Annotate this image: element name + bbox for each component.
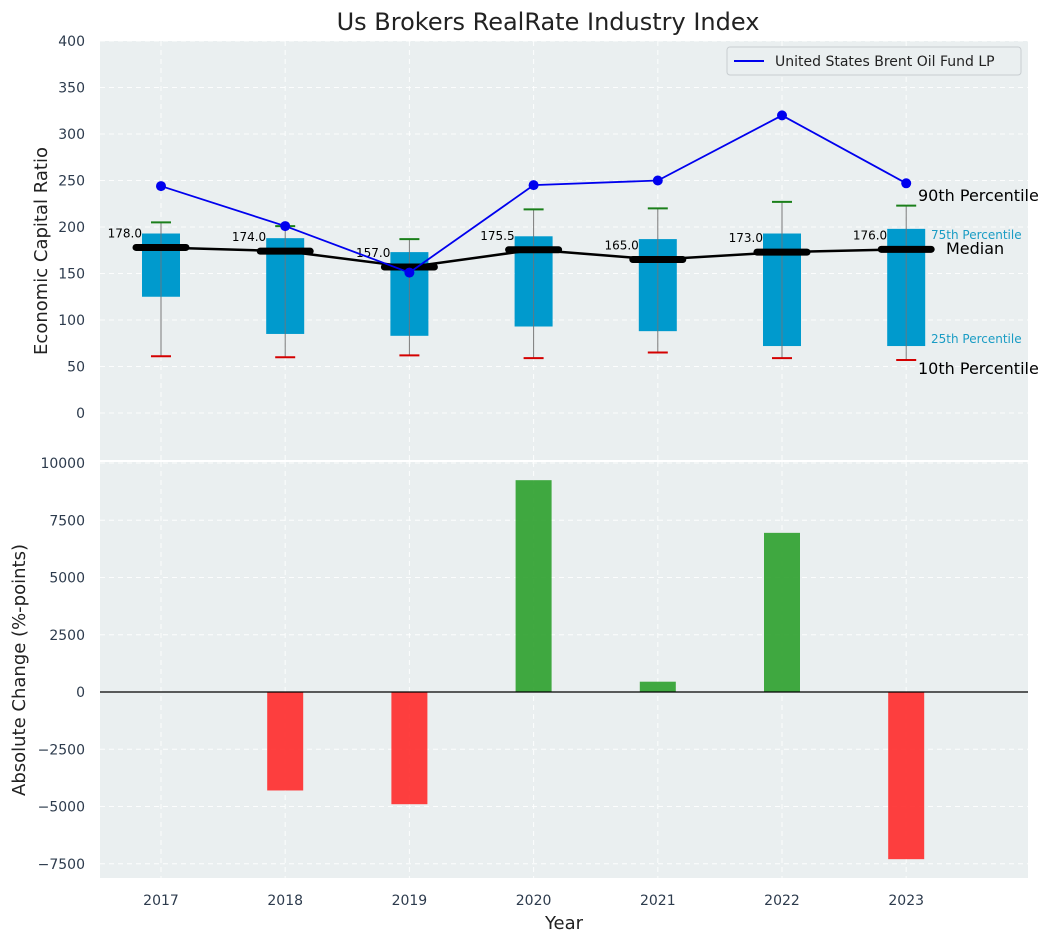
median-value-label: 176.0 <box>853 228 887 242</box>
change-bar <box>391 692 428 805</box>
fund-series-point <box>280 221 291 232</box>
fund-series-point <box>777 110 787 121</box>
fund-series-point <box>156 181 166 192</box>
bottom-y-tick-label: 5000 <box>49 571 85 587</box>
change-bar <box>639 681 676 692</box>
top-y-tick-label: 300 <box>58 127 85 143</box>
top-y-tick-label: 400 <box>58 34 85 50</box>
top-y-axis-label: Economic Capital Ratio <box>31 147 52 355</box>
x-axis-label: Year <box>544 913 584 934</box>
top-y-tick-label: 350 <box>58 81 85 97</box>
median-annotation: Median <box>946 239 1004 258</box>
x-ticks: 2017 2018 2019 2020 2021 2022 2023 <box>143 893 924 909</box>
median-value-label: 178.0 <box>108 226 142 240</box>
bottom-y-tick-label: 7500 <box>49 513 85 529</box>
top-y-tick-label: 100 <box>58 313 85 329</box>
fund-series-point <box>528 180 539 191</box>
median-line-group: 178.0 174.0 157.0 175.5 165.0 173.0 176.0 <box>108 226 935 271</box>
median-value-label: 165.0 <box>604 239 638 253</box>
x-tick-label: 2019 <box>392 893 428 909</box>
x-tick-label: 2021 <box>640 893 676 909</box>
change-bars <box>267 480 925 860</box>
bottom-y-ticks: −7500 −5000 −2500 0 2500 5000 7500 10000 <box>38 456 85 873</box>
median-value-label: 157.0 <box>356 246 390 260</box>
bottom-y-tick-label: 2500 <box>49 628 85 644</box>
top-y-tick-label: 200 <box>58 220 85 236</box>
chart-title: Us Brokers RealRate Industry Index <box>337 8 760 36</box>
bottom-y-tick-label: −2500 <box>38 742 85 758</box>
p75-annotation: 75th Percentile <box>931 228 1022 242</box>
x-tick-label: 2017 <box>143 893 179 909</box>
bottom-y-axis-label: Absolute Change (%-points) <box>9 544 30 796</box>
p25-annotation: 25th Percentile <box>931 332 1022 346</box>
p90-annotation: 90th Percentile <box>918 186 1039 205</box>
x-tick-label: 2023 <box>888 893 924 909</box>
box-plots <box>142 200 926 361</box>
fund-line-group <box>156 110 912 278</box>
fund-series-point <box>404 267 415 278</box>
bottom-y-tick-label: 10000 <box>40 456 85 472</box>
x-tick-label: 2022 <box>764 893 800 909</box>
bottom-y-tick-label: 0 <box>76 685 85 701</box>
change-bar <box>515 480 552 692</box>
top-y-tick-label: 150 <box>58 267 85 283</box>
legend: United States Brent Oil Fund LP <box>726 46 1022 76</box>
change-bar <box>267 692 304 791</box>
top-y-tick-label: 50 <box>67 360 85 376</box>
top-y-tick-label: 250 <box>58 174 85 190</box>
median-value-label: 174.0 <box>232 230 266 244</box>
fund-series-point <box>652 175 663 186</box>
top-y-ticks: 0 50 100 150 200 250 300 350 400 <box>58 34 85 422</box>
top-y-tick-label: 0 <box>76 406 85 422</box>
median-value-label: 175.5 <box>480 229 514 243</box>
bottom-y-tick-label: −5000 <box>38 800 85 816</box>
legend-box <box>726 46 1022 76</box>
legend-series-label: United States Brent Oil Fund LP <box>775 54 995 70</box>
x-tick-label: 2018 <box>267 893 303 909</box>
x-tick-label: 2020 <box>516 893 552 909</box>
change-bar <box>888 692 925 860</box>
p10-annotation: 10th Percentile <box>918 359 1039 378</box>
median-value-label: 173.0 <box>729 231 763 245</box>
fund-series-point <box>901 178 912 189</box>
change-bar <box>764 532 800 692</box>
bottom-y-tick-label: −7500 <box>38 857 85 873</box>
bottom-plot-area <box>100 462 1028 878</box>
